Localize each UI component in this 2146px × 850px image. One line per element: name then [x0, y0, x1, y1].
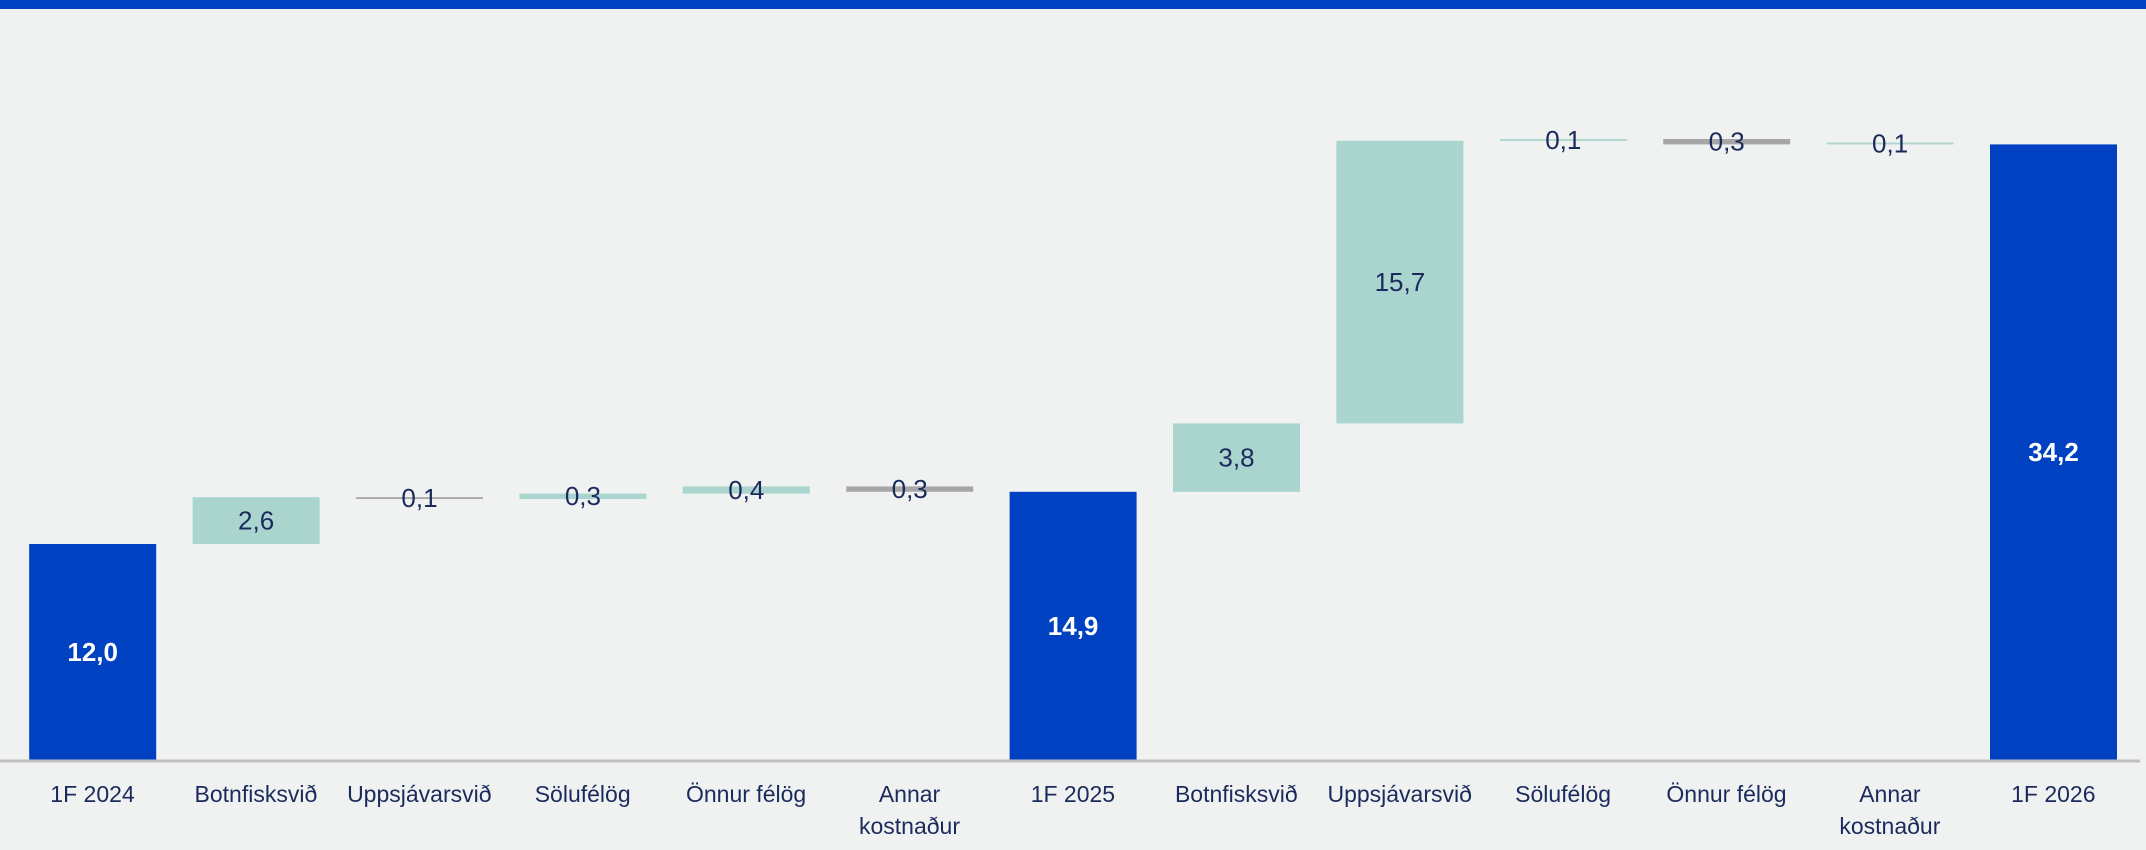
bar [29, 544, 157, 760]
data-label: 14,9 [1048, 611, 1099, 641]
bar [519, 493, 647, 499]
x-tick-label: 1F 2026 [2011, 781, 2096, 807]
data-label: 0,4 [728, 475, 764, 505]
x-tick-label: Botnfisksvið [1174, 781, 1298, 807]
bar [1009, 491, 1137, 760]
bar [1663, 139, 1791, 145]
bar [846, 486, 974, 492]
bar [1990, 144, 2117, 760]
bar [356, 497, 483, 499]
x-tick-label: 1F 2024 [50, 781, 135, 807]
data-label: 0,3 [565, 481, 601, 511]
bar [1336, 140, 1464, 424]
data-label: 34,2 [2028, 437, 2079, 467]
x-tick-label: Uppsjávarsvið [347, 781, 492, 807]
data-label: 0,3 [892, 474, 928, 504]
data-label: 3,8 [1218, 442, 1254, 472]
bar [1173, 423, 1300, 492]
data-label: 0,1 [1545, 125, 1581, 155]
bar [682, 486, 810, 494]
x-tick-label: Önnur félög [685, 781, 807, 807]
bar [1499, 139, 1627, 141]
x-tick-label: Uppsjávarsvið [1327, 781, 1472, 807]
top-stripe [0, 0, 2146, 9]
x-tick-label: Önnur félög [1666, 781, 1787, 807]
data-label: 0,1 [401, 483, 437, 513]
data-label: 12,0 [67, 637, 118, 667]
data-label: 15,7 [1375, 267, 1426, 297]
x-tick-label: Sölufélög [534, 781, 631, 807]
data-label: 0,1 [1872, 128, 1908, 158]
x-tick-label: Sölufélög [1515, 781, 1612, 807]
x-tick-label: Annar kostnaður [1839, 781, 1941, 839]
x-tick-label: Annar kostnaður [858, 781, 960, 839]
x-tick-label: Botnfisksvið [194, 781, 318, 807]
data-label: 0,3 [1709, 127, 1745, 157]
data-label: 2,6 [238, 505, 274, 535]
bar [1826, 142, 1954, 145]
x-tick-label: 1F 2025 [1030, 781, 1116, 807]
bar [192, 497, 320, 544]
